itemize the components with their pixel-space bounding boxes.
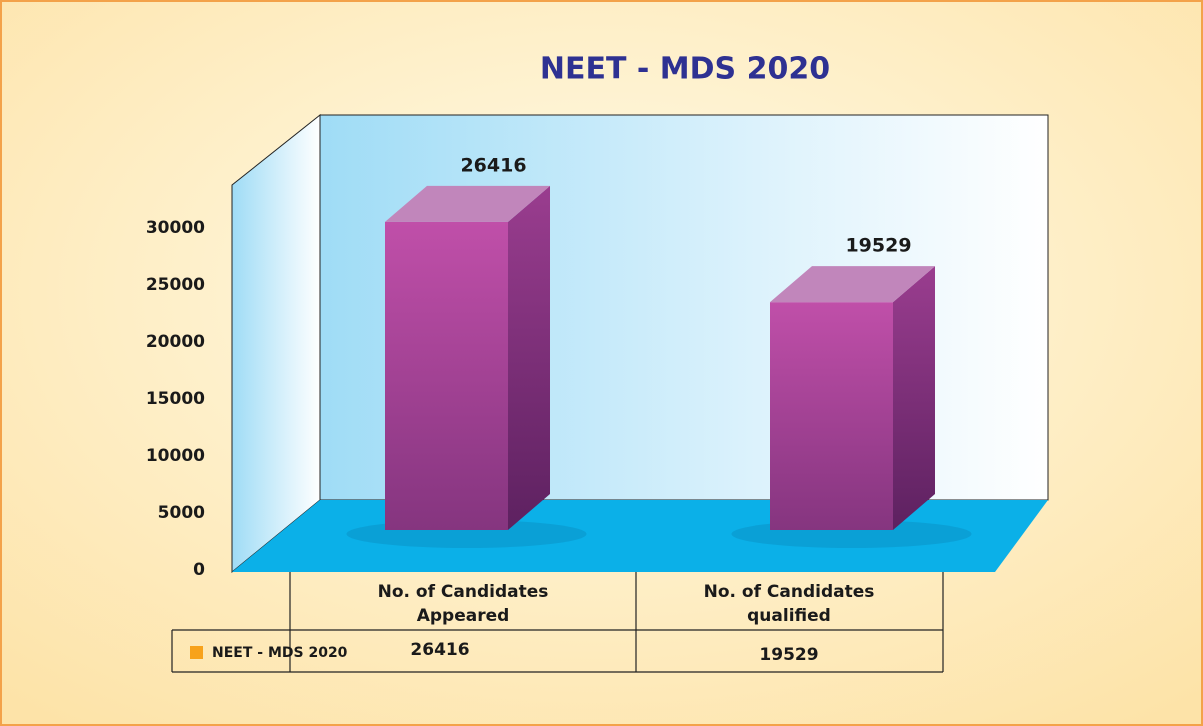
table-value: 19529 xyxy=(759,645,818,665)
value-label: 19529 xyxy=(845,235,911,257)
x-tick-label: No. of Candidates Appeared xyxy=(378,582,549,626)
y-tick-label: 15000 xyxy=(146,389,205,409)
bar-front xyxy=(385,221,508,530)
bar-top xyxy=(385,185,550,222)
bar-front xyxy=(770,302,893,530)
value-label: 26416 xyxy=(460,154,526,176)
y-tick-label: 25000 xyxy=(146,275,205,295)
table-value: 26416 xyxy=(410,640,469,660)
y-tick-label: 0 xyxy=(193,560,205,580)
bar-top xyxy=(770,266,935,303)
y-tick-label: 10000 xyxy=(146,446,205,466)
y-tick-label: 30000 xyxy=(146,218,205,238)
x-tick-label: No. of Candidates qualified xyxy=(704,582,875,626)
y-tick-label: 5000 xyxy=(158,503,205,523)
y-tick-label: 20000 xyxy=(146,332,205,352)
bar-side xyxy=(893,266,935,530)
side-wall xyxy=(231,113,321,574)
legend-label: NEET - MDS 2020 xyxy=(212,645,348,661)
data-table xyxy=(171,572,944,673)
chart-title: NEET - MDS 2020 xyxy=(540,52,830,87)
bar-side xyxy=(508,185,550,530)
legend-swatch xyxy=(190,646,203,659)
